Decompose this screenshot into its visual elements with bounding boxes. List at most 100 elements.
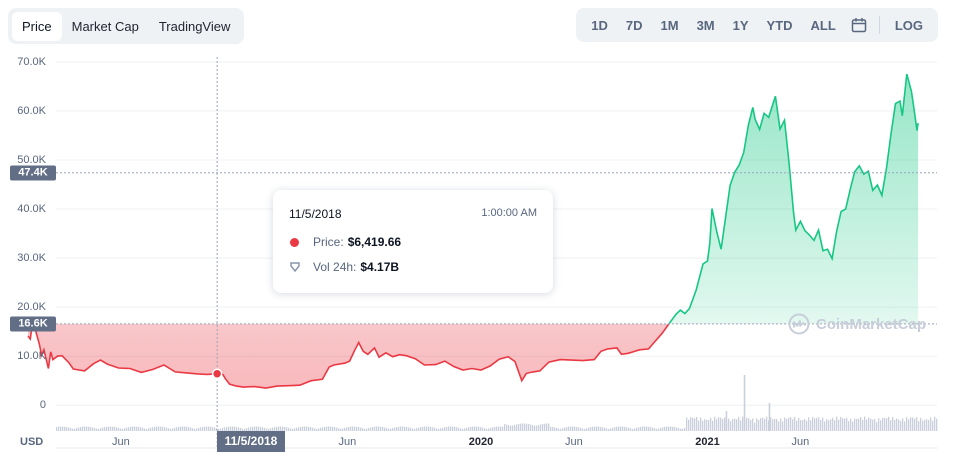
volume-bar bbox=[212, 427, 214, 431]
volume-bar bbox=[342, 428, 344, 431]
volume-bar bbox=[314, 428, 316, 431]
volume-bar bbox=[504, 424, 506, 431]
volume-bar bbox=[96, 428, 98, 431]
range-1m-button[interactable]: 1M bbox=[660, 17, 679, 33]
volume-bar bbox=[382, 427, 384, 431]
volume-bar bbox=[222, 428, 224, 431]
volume-bar bbox=[890, 420, 892, 431]
volume-bar bbox=[294, 428, 296, 431]
tooltip-price-label: Price: bbox=[313, 235, 344, 249]
log-scale-button[interactable]: LOG bbox=[894, 17, 923, 33]
volume-bar bbox=[250, 427, 252, 431]
volume-bar bbox=[710, 417, 712, 431]
volume-bar bbox=[554, 427, 556, 431]
volume-bar bbox=[354, 426, 356, 431]
volume-bar bbox=[282, 426, 284, 431]
volume-bar bbox=[92, 427, 94, 431]
volume-bar bbox=[790, 417, 792, 431]
volume-bar bbox=[646, 426, 648, 431]
volume-bar bbox=[598, 426, 600, 431]
volume-bar bbox=[794, 416, 796, 431]
volume-bar bbox=[580, 427, 582, 431]
volume-bar bbox=[846, 417, 848, 431]
volume-bar bbox=[584, 428, 586, 431]
volume-bar bbox=[438, 428, 440, 431]
volume-bar bbox=[618, 426, 620, 431]
range-1d-button[interactable]: 1D bbox=[591, 17, 608, 33]
volume-bar bbox=[808, 417, 810, 431]
volume-bar bbox=[352, 426, 354, 431]
volume-bar bbox=[350, 426, 352, 431]
range-ytd-button[interactable]: YTD bbox=[766, 17, 793, 33]
volume-bar bbox=[98, 428, 100, 431]
volume-bar bbox=[398, 426, 400, 431]
volume-bar bbox=[142, 427, 144, 431]
volume-bar bbox=[310, 427, 312, 431]
volume-bar bbox=[564, 427, 566, 431]
price-tooltip: 11/5/2018 1:00:00 AM Price: $6,419.66 Vo… bbox=[273, 190, 553, 293]
volume-bar bbox=[368, 427, 370, 431]
volume-bar bbox=[418, 427, 420, 431]
volume-bar bbox=[306, 426, 308, 431]
range-3m-button[interactable]: 3M bbox=[696, 17, 715, 33]
volume-bar bbox=[258, 426, 260, 431]
volume-bar bbox=[526, 423, 528, 431]
volume-bar bbox=[936, 418, 938, 431]
range-all-button[interactable]: ALL bbox=[810, 17, 836, 33]
volume-bar bbox=[614, 427, 616, 431]
volume-bar bbox=[242, 428, 244, 431]
volume-bar bbox=[70, 428, 72, 431]
volume-bar bbox=[822, 417, 824, 431]
volume-bar bbox=[494, 426, 496, 431]
tab-tradingview[interactable]: TradingView bbox=[158, 18, 231, 34]
volume-bar bbox=[130, 426, 132, 431]
volume-bar bbox=[324, 426, 326, 431]
volume-bar bbox=[778, 421, 780, 431]
volume-bar bbox=[750, 420, 752, 431]
y-tick-label: 20.0K bbox=[17, 301, 46, 314]
volume-bar bbox=[168, 428, 170, 431]
volume-bar bbox=[522, 423, 524, 431]
tab-market-cap[interactable]: Market Cap bbox=[71, 18, 139, 34]
range-1y-button[interactable]: 1Y bbox=[732, 17, 749, 33]
volume-bar bbox=[208, 426, 210, 431]
volume-bar bbox=[466, 427, 468, 431]
volume-bar bbox=[124, 428, 126, 431]
volume-bar bbox=[844, 418, 846, 431]
volume-bar bbox=[422, 426, 424, 431]
volume-bar bbox=[320, 427, 322, 431]
volume-bar bbox=[308, 426, 310, 431]
volume-bar bbox=[820, 420, 822, 431]
volume-bar bbox=[788, 417, 790, 431]
volume-bar bbox=[82, 426, 84, 431]
volume-bar bbox=[928, 419, 930, 431]
volume-bar bbox=[872, 419, 874, 431]
volume-bar bbox=[648, 426, 650, 431]
volume-bar bbox=[868, 417, 870, 431]
volume-bar bbox=[718, 417, 720, 431]
tab-price[interactable]: Price bbox=[12, 11, 62, 41]
volume-bar bbox=[850, 418, 852, 431]
volume-bar bbox=[132, 426, 134, 431]
volume-bar bbox=[484, 428, 486, 431]
y-tick-label: 30.0K bbox=[17, 252, 46, 265]
calendar-icon[interactable] bbox=[845, 14, 873, 36]
volume-bar bbox=[444, 427, 446, 431]
volume-bar bbox=[660, 427, 662, 431]
volume-bar bbox=[500, 426, 502, 431]
volume-bar bbox=[392, 428, 394, 431]
volume-bar bbox=[792, 419, 794, 431]
volume-bar bbox=[220, 428, 222, 431]
volume-spike bbox=[743, 375, 746, 431]
range-7d-button[interactable]: 7D bbox=[625, 17, 643, 33]
volume-bar bbox=[470, 426, 472, 431]
volume-bar bbox=[664, 426, 666, 431]
volume-bar bbox=[432, 427, 434, 431]
volume-bar bbox=[824, 421, 826, 431]
volume-bar bbox=[340, 428, 342, 431]
volume-bar bbox=[546, 423, 548, 431]
volume-bar bbox=[270, 428, 272, 431]
volume-bar bbox=[706, 419, 708, 431]
volume-bar bbox=[736, 419, 738, 431]
